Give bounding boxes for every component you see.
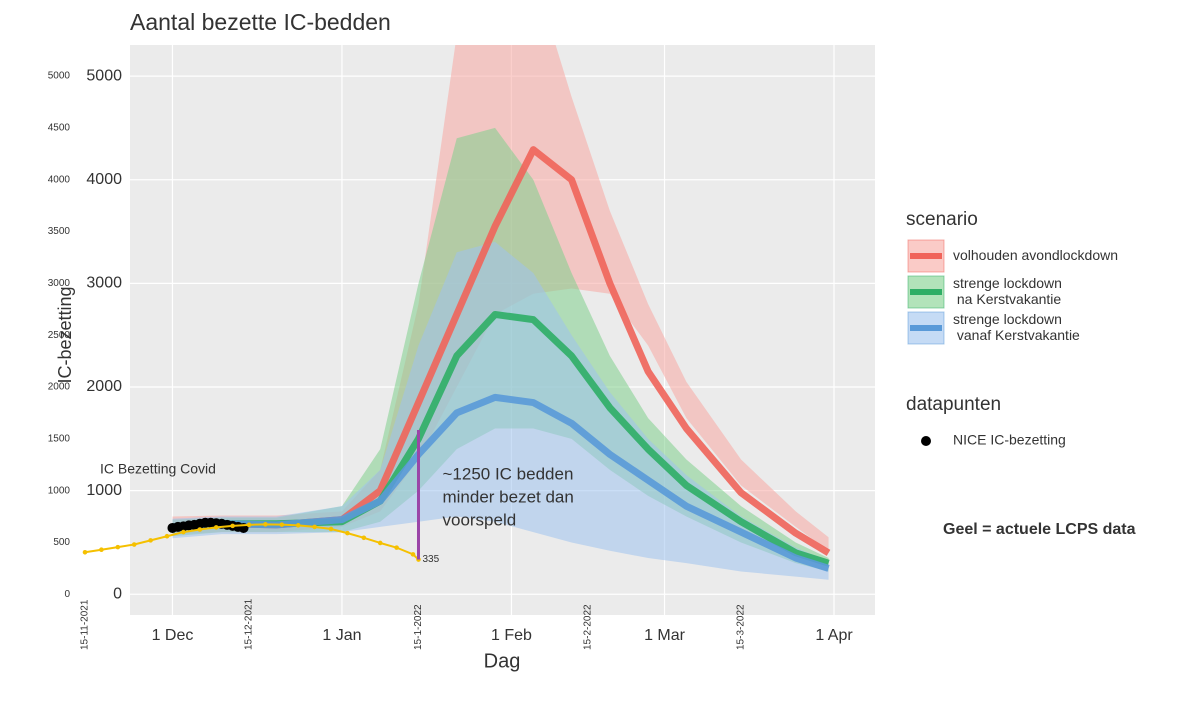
x-tick-label: 1 Apr (815, 627, 853, 644)
lcps-point (361, 535, 367, 541)
annotation-text: minder bezet dan (442, 487, 573, 506)
lcps-point (312, 524, 317, 530)
lcps-point (377, 540, 383, 546)
legend-label: strenge lockdown vanaf Kerstvakantie (953, 311, 1080, 343)
y-tick-label-overlay: 3000 (48, 278, 71, 289)
scenario-line (172, 393, 830, 572)
lcps-point (345, 530, 350, 536)
series-label: IC Bezetting Covid (100, 461, 216, 477)
legend-label: strenge lockdown na Kerstvakantie (953, 275, 1062, 307)
x-tick-label-overlay: 15-11-2021 (80, 599, 91, 650)
y-tick-label: 5000 (86, 67, 122, 84)
legend-key (921, 436, 931, 446)
lcps-point (148, 538, 153, 543)
lcps-point (230, 523, 235, 529)
lcps-point (197, 527, 203, 532)
y-tick-label-overlay: 4500 (48, 123, 71, 134)
lcps-point (394, 545, 399, 550)
y-tick-label: 2000 (86, 378, 122, 395)
lcps-line (84, 523, 420, 561)
y-tick-label: 1000 (86, 482, 122, 499)
annotation-text: voorspeld (442, 510, 516, 529)
annotation-text: ~1250 IC bedden (442, 464, 573, 483)
legend-title: scenario (906, 209, 978, 230)
lcps-point (82, 550, 88, 555)
x-tick-label-overlay: 15-1-2022 (413, 604, 424, 650)
lcps-point (263, 522, 268, 527)
y-tick-label-overlay: 3500 (48, 226, 71, 237)
x-tick-label: 1 Jan (322, 627, 361, 644)
x-tick-label-overlay: 15-3-2022 (736, 604, 747, 650)
lcps-point (246, 522, 252, 528)
x-tick-label-overlay: 15-2-2022 (583, 604, 594, 650)
lines (172, 146, 831, 572)
y-tick-label-overlay: 2000 (48, 382, 71, 393)
note: Geel = actuele LCPS data (943, 521, 1136, 538)
lcps-point (279, 522, 285, 527)
y-tick-label-overlay: 5000 (48, 71, 71, 82)
lcps-point (99, 547, 104, 553)
lcps-point (328, 526, 334, 532)
x-tick-label: 1 Feb (491, 627, 532, 644)
x-axis-label: Dag (484, 650, 521, 672)
y-axis-label: IC-bezetting (55, 286, 75, 383)
x-tick-label: 1 Mar (644, 627, 686, 644)
lcps-point (131, 542, 137, 547)
y-tick-label-overlay: 0 (64, 589, 70, 600)
y-tick-label-overlay: 4000 (48, 174, 71, 185)
data-label: 335 (422, 554, 439, 565)
lcps-point (295, 523, 301, 528)
legend-label: NICE IC-bezetting (953, 432, 1066, 448)
lcps-point (164, 533, 170, 539)
overlay (82, 517, 421, 562)
lcps-point (181, 529, 186, 535)
y-tick-label-overlay: 1000 (48, 485, 71, 496)
y-tick-label: 3000 (86, 275, 122, 292)
lcps-point (115, 544, 121, 550)
y-tick-label: 0 (113, 585, 122, 602)
y-tick-label-overlay: 500 (53, 537, 70, 548)
lcps-point (410, 552, 416, 557)
y-tick-label-overlay: 2500 (48, 330, 71, 341)
x-tick-label: 1 Dec (152, 627, 194, 644)
legend-label: volhouden avondlockdown (953, 247, 1118, 263)
x-tick-label-overlay: 15-12-2021 (244, 598, 255, 650)
y-tick-label: 4000 (86, 171, 122, 188)
legend-title: datapunten (906, 394, 1001, 415)
chart-title: Aantal bezette IC-bedden (130, 9, 391, 35)
lcps-point (213, 525, 219, 530)
y-tick-label-overlay: 1500 (48, 433, 71, 444)
